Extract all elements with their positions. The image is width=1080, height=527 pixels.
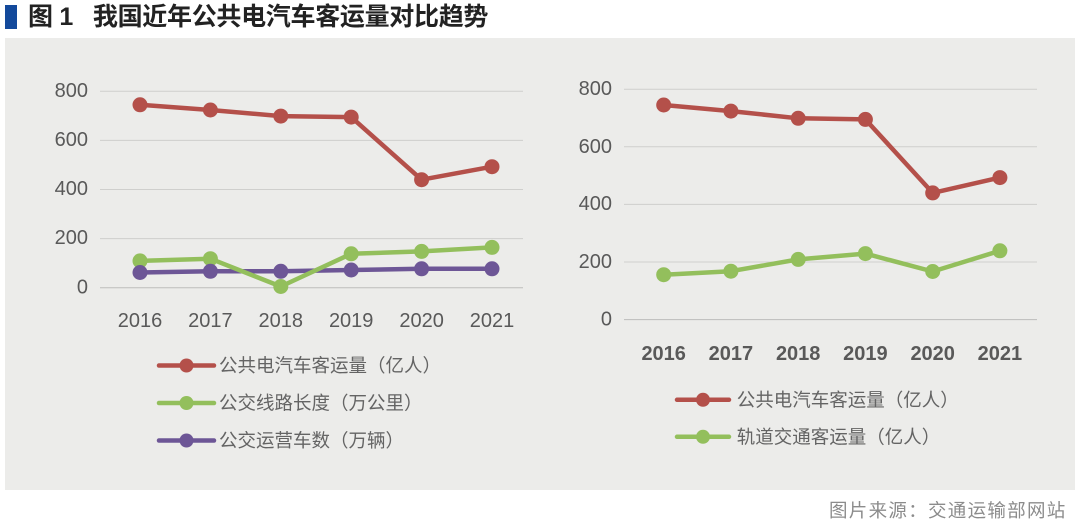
svg-text:公共电汽车客运量（亿人）: 公共电汽车客运量（亿人） bbox=[219, 355, 441, 376]
svg-text:800: 800 bbox=[55, 80, 88, 102]
svg-text:400: 400 bbox=[55, 178, 88, 200]
svg-text:2021: 2021 bbox=[978, 343, 1023, 365]
svg-text:600: 600 bbox=[55, 129, 88, 151]
svg-text:2021: 2021 bbox=[470, 310, 515, 332]
svg-text:800: 800 bbox=[579, 78, 612, 100]
svg-text:2019: 2019 bbox=[329, 310, 374, 332]
svg-text:600: 600 bbox=[579, 136, 612, 158]
svg-text:200: 200 bbox=[55, 227, 88, 249]
svg-text:200: 200 bbox=[579, 251, 612, 273]
svg-text:2017: 2017 bbox=[709, 343, 754, 365]
svg-text:0: 0 bbox=[601, 309, 612, 331]
svg-text:轨道交通客运量（亿人）: 轨道交通客运量（亿人） bbox=[737, 426, 941, 447]
svg-text:0: 0 bbox=[77, 277, 88, 299]
svg-text:公交线路长度（万公里）: 公交线路长度（万公里） bbox=[219, 393, 423, 414]
svg-text:2016: 2016 bbox=[641, 343, 686, 365]
svg-text:2019: 2019 bbox=[843, 343, 888, 365]
svg-text:2016: 2016 bbox=[118, 310, 163, 332]
svg-text:2020: 2020 bbox=[399, 310, 444, 332]
svg-text:2018: 2018 bbox=[776, 343, 821, 365]
svg-text:2018: 2018 bbox=[259, 310, 304, 332]
svg-text:公共电汽车客运量（亿人）: 公共电汽车客运量（亿人） bbox=[737, 389, 959, 410]
svg-text:公交运营车数（万辆）: 公交运营车数（万辆） bbox=[219, 430, 404, 451]
svg-text:2020: 2020 bbox=[910, 343, 955, 365]
svg-text:2017: 2017 bbox=[188, 310, 233, 332]
svg-text:400: 400 bbox=[579, 193, 612, 215]
